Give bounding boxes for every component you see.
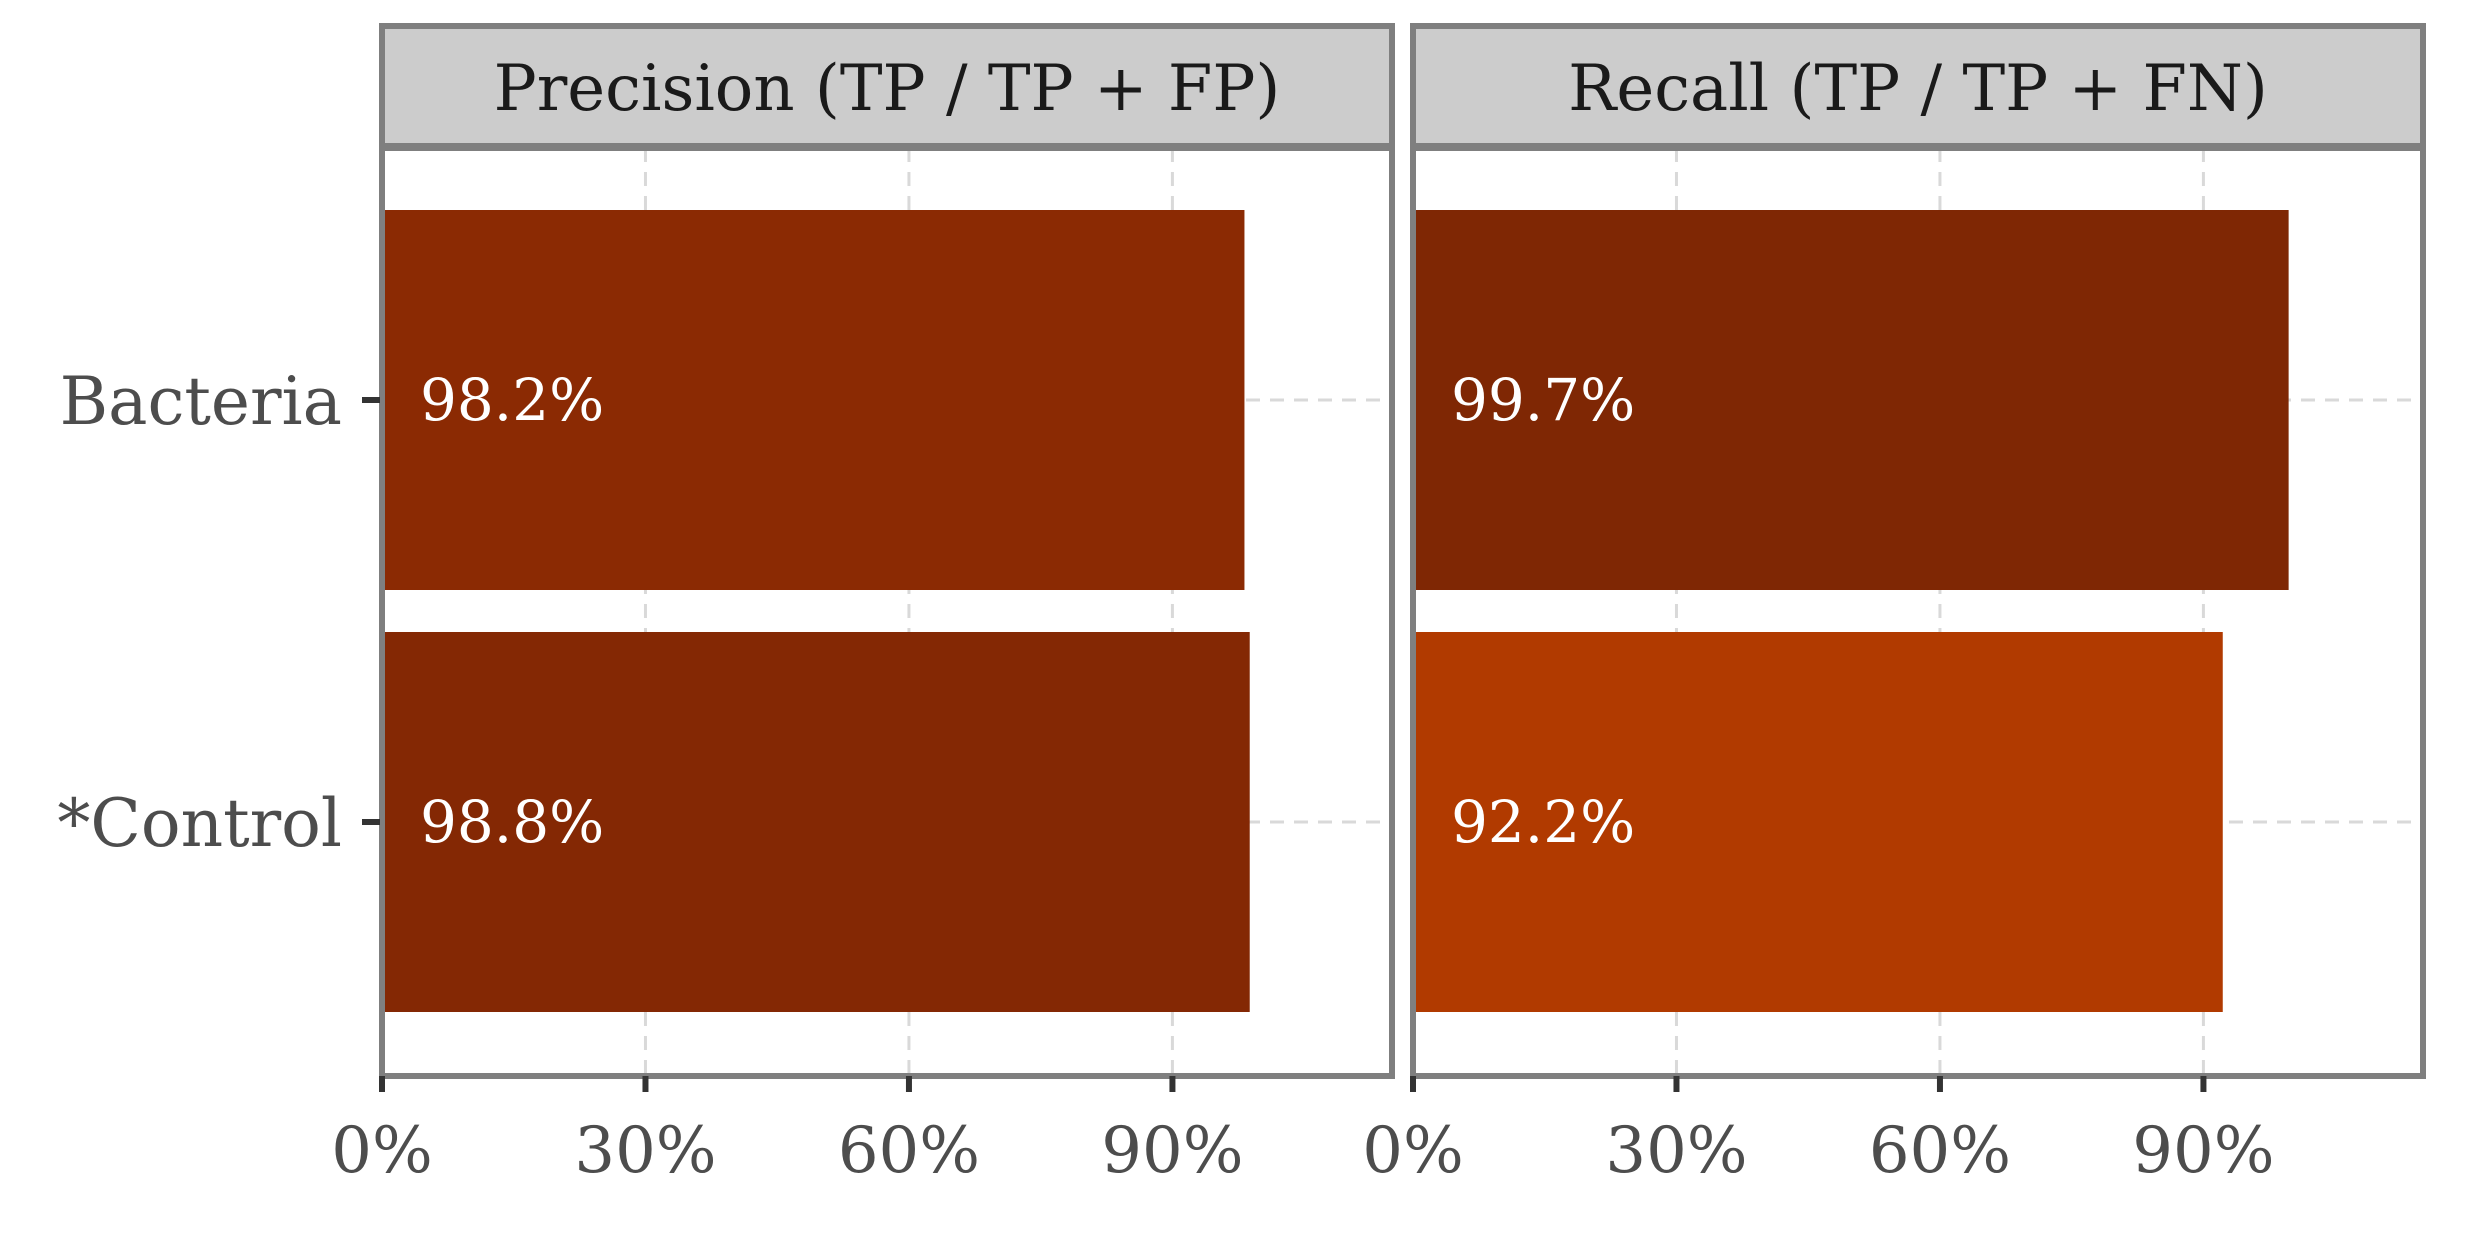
panel-strip bbox=[1410, 23, 2426, 149]
panel-border bbox=[379, 145, 1395, 1079]
x-tick-label: 90% bbox=[2132, 1114, 2274, 1188]
bar-value-label: 92.2% bbox=[1451, 788, 1635, 856]
panel-strip bbox=[379, 23, 1395, 149]
category-label: *Control bbox=[57, 785, 342, 862]
bar bbox=[382, 210, 1245, 590]
x-tick-label: 0% bbox=[1362, 1114, 1464, 1188]
x-tick-label: 60% bbox=[838, 1114, 980, 1188]
x-tick-label: 90% bbox=[1101, 1114, 1243, 1188]
x-tick-label: 30% bbox=[1605, 1114, 1747, 1188]
category-label: Bacteria bbox=[60, 363, 342, 440]
panel-title: Recall (TP / TP + FN) bbox=[1568, 52, 2268, 126]
bar-value-label: 98.2% bbox=[420, 366, 604, 434]
x-tick-label: 60% bbox=[1869, 1114, 2011, 1188]
x-tick-label: 0% bbox=[331, 1114, 433, 1188]
bar-value-label: 99.7% bbox=[1451, 366, 1635, 434]
bar-value-label: 98.8% bbox=[420, 788, 604, 856]
bar bbox=[1413, 632, 2223, 1012]
panel-border bbox=[1410, 145, 2426, 1079]
bar bbox=[1413, 210, 2289, 590]
x-tick-label: 30% bbox=[574, 1114, 716, 1188]
panel-title: Precision (TP / TP + FP) bbox=[494, 52, 1281, 126]
bar bbox=[382, 632, 1250, 1012]
